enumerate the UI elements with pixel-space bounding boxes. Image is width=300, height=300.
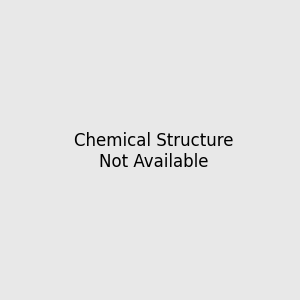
- Text: Chemical Structure
Not Available: Chemical Structure Not Available: [74, 132, 233, 171]
